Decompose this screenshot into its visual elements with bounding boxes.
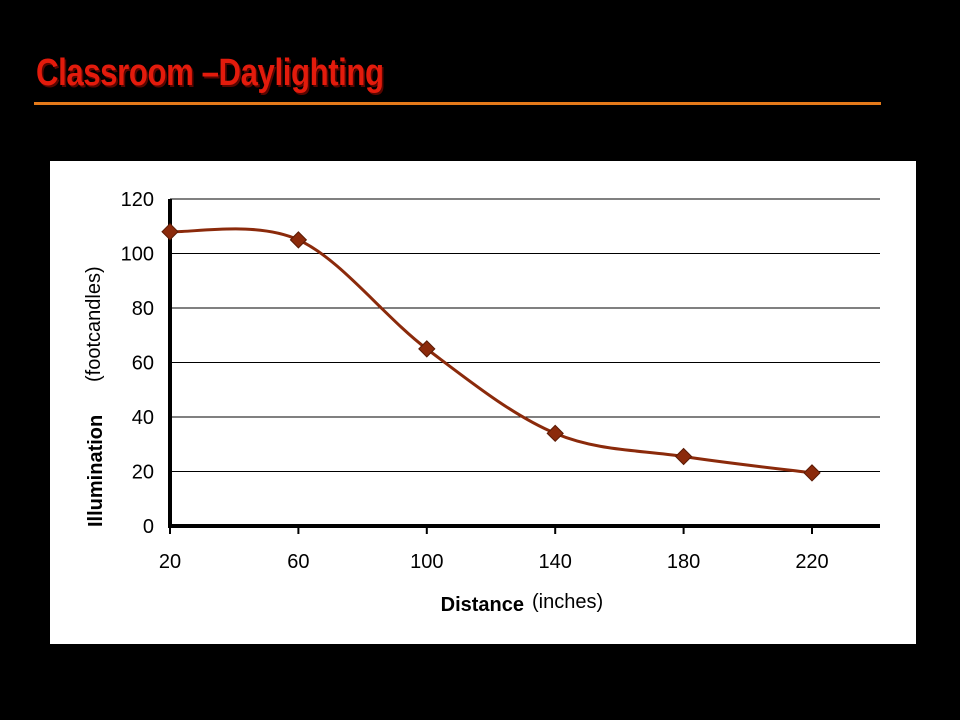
y-axis-title: Illumination	[85, 415, 107, 527]
series-layer	[161, 222, 821, 482]
x-tick-label: 180	[667, 551, 700, 573]
y-tick-label: 60	[132, 353, 154, 375]
data-point-marker	[803, 464, 821, 482]
y-tick-label: 100	[121, 244, 154, 266]
axes	[168, 199, 880, 534]
x-tick-label: 220	[795, 551, 828, 573]
data-point-marker	[418, 340, 436, 358]
x-tick-label: 100	[410, 551, 443, 573]
chart-panel: 0 20 40 60 80 100 120 20 60 100 140 180 220 Distance…	[50, 161, 916, 644]
x-tick-label: 60	[287, 551, 309, 573]
x-tick-label: 140	[539, 551, 572, 573]
gridlines	[170, 198, 880, 472]
x-axis-unit: (inches)	[532, 591, 603, 613]
y-tick-label: 120	[121, 189, 154, 211]
x-axis-title: Distance	[441, 594, 524, 616]
y-tick-label: 0	[143, 516, 154, 538]
y-tick-label: 80	[132, 298, 154, 320]
data-point-marker	[674, 447, 693, 466]
data-point-marker	[161, 222, 179, 241]
y-tick-label: 40	[132, 407, 154, 429]
slide-title: Classroom –Daylighting	[36, 52, 384, 94]
title-underline	[34, 102, 881, 105]
y-tick-label: 20	[132, 462, 154, 484]
data-point-marker	[289, 231, 308, 249]
data-point-marker	[546, 424, 564, 443]
series-line	[169, 227, 813, 475]
x-tick-label: 20	[159, 551, 181, 573]
y-axis-unit: (footcandles)	[83, 266, 105, 382]
